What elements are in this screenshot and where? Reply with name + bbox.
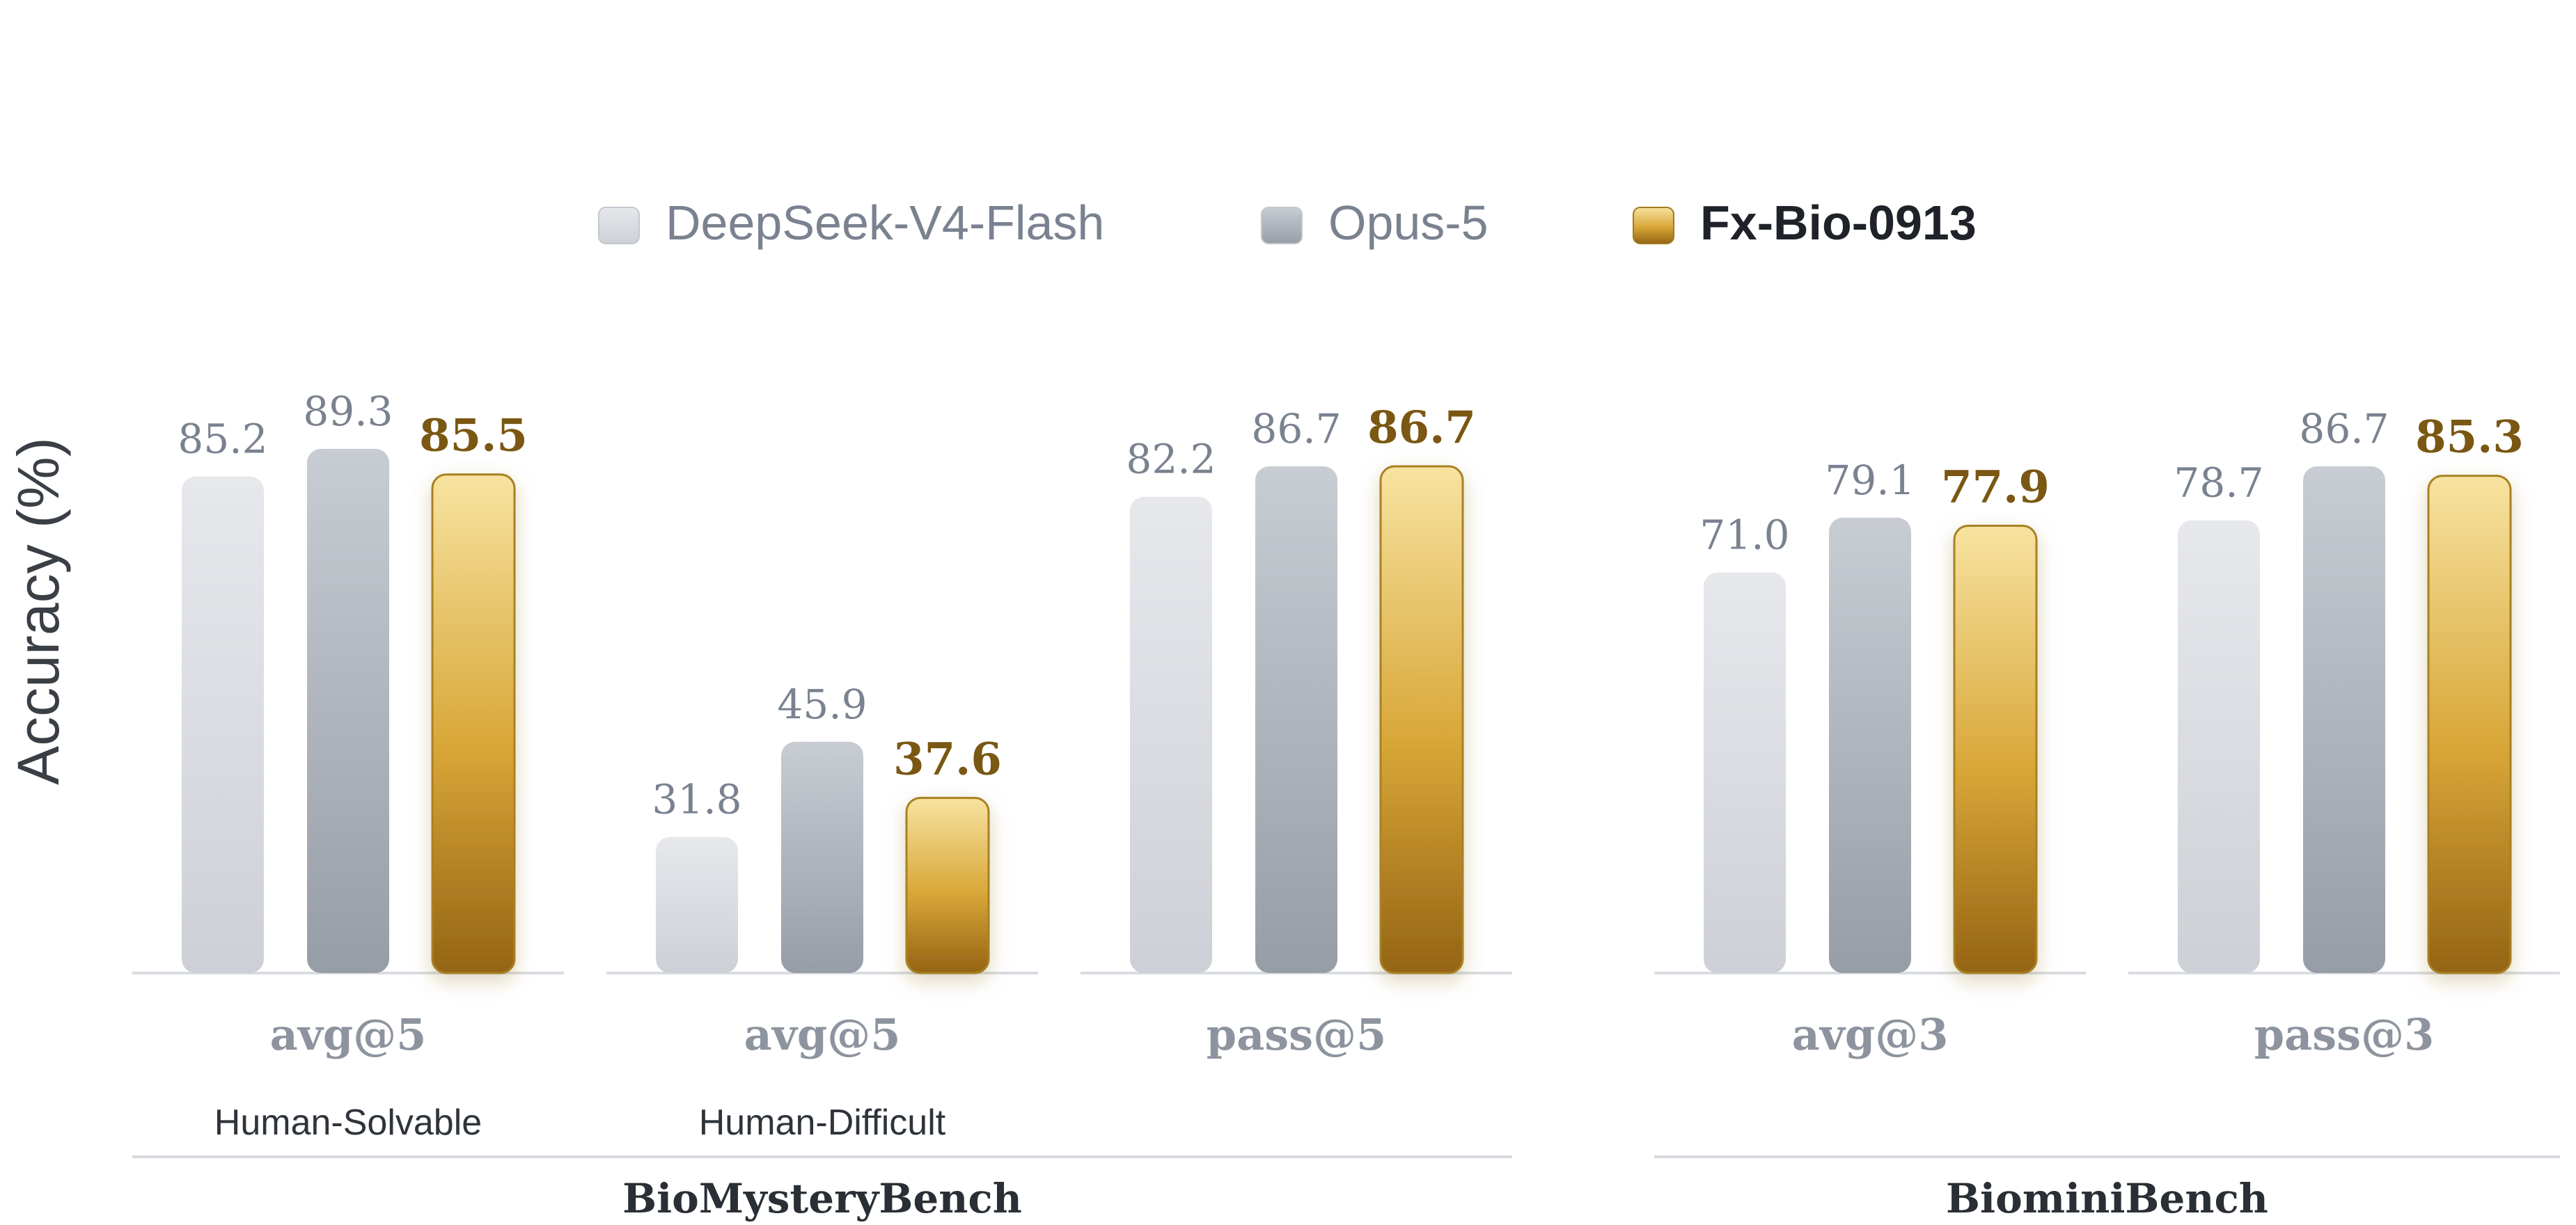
legend-item-opus-5: Opus-5 (1261, 196, 1489, 250)
value-label-deepseek-v4-flash-2: 82.2 (1126, 436, 1216, 483)
bar-fx-bio-0913-4 (2427, 475, 2512, 974)
value-label-fx-bio-0913-1: 37.6 (893, 733, 1002, 785)
legend-swatch (598, 207, 640, 244)
bar-deepseek-v4-flash-2 (1130, 496, 1212, 973)
category-label-1: avg@5 (744, 1009, 901, 1060)
bar-opus-5-3 (1829, 517, 1911, 973)
value-label-fx-bio-0913-4: 85.3 (2415, 411, 2524, 464)
bar-deepseek-v4-flash-1 (656, 837, 738, 973)
value-label-deepseek-v4-flash-4: 78.7 (2174, 459, 2263, 507)
benchmark-label-biomysterybench: BioMysteryBench (622, 1175, 1022, 1222)
bar-deepseek-v4-flash-0 (182, 476, 264, 973)
bar-group-4: 78.7 86.7 85.3 (2174, 405, 2524, 974)
value-label-opus-5-4: 86.7 (2299, 405, 2389, 452)
legend-label: Opus-5 (1328, 196, 1489, 250)
value-label-opus-5-3: 79.1 (1825, 457, 1915, 504)
benchmark-label-biominibench: BiominiBench (1946, 1175, 2268, 1222)
bar-fx-bio-0913-2 (1379, 465, 1464, 974)
value-label-deepseek-v4-flash-3: 71.0 (1699, 511, 1789, 558)
bar-fx-bio-0913-0 (431, 473, 516, 974)
category-label-0: avg@5 (270, 1009, 427, 1060)
category-label-4: pass@3 (2254, 1009, 2434, 1060)
value-label-fx-bio-0913-3: 77.9 (1941, 461, 2050, 513)
legend-label: DeepSeek-V4-Flash (666, 196, 1104, 250)
value-label-opus-5-0: 89.3 (303, 388, 393, 435)
bar-deepseek-v4-flash-3 (1704, 572, 1786, 973)
bar-deepseek-v4-flash-4 (2178, 520, 2260, 973)
category-label-3: avg@3 (1792, 1009, 1949, 1060)
bar-opus-5-1 (781, 741, 863, 973)
bar-group-3: 71.0 79.1 77.9 (1699, 457, 2050, 974)
value-label-deepseek-v4-flash-0: 85.2 (178, 416, 267, 463)
bar-group-1: 31.8 45.9 37.6 (652, 681, 1002, 974)
bar-group-0: 85.2 89.3 85.5 (178, 388, 528, 974)
y-axis-label: Accuracy (%) (6, 437, 71, 784)
legend-label: Fx-Bio-0913 (1700, 196, 1977, 250)
bar-opus-5-4 (2303, 466, 2385, 973)
bar-opus-5-2 (1255, 466, 1337, 973)
legend-swatch (1261, 207, 1303, 244)
category-label-2: pass@5 (1207, 1009, 1386, 1060)
subcategory-label-1: Human-Difficult (699, 1102, 946, 1143)
bar-opus-5-0 (307, 448, 389, 973)
bar-group-2: 82.2 86.7 86.7 (1126, 402, 1476, 974)
plot-area: 85.289.3 85.5avg@5Human-Solvable31.845.93… (132, 388, 2560, 1222)
subcategory-label-0: Human-Solvable (214, 1102, 482, 1143)
value-label-fx-bio-0913-0: 85.5 (419, 410, 528, 462)
bar-fx-bio-0913-1 (905, 796, 990, 974)
value-label-opus-5-1: 45.9 (777, 681, 867, 728)
value-label-deepseek-v4-flash-1: 31.8 (652, 776, 741, 823)
legend-swatch (1633, 207, 1674, 244)
value-label-opus-5-2: 86.7 (1251, 405, 1341, 452)
bar-fx-bio-0913-3 (1953, 524, 2038, 974)
legend-item-deepseek-v4-flash: DeepSeek-V4-Flash (598, 196, 1104, 250)
legend-item-fx-bio-0913: Fx-Bio-0913 (1633, 196, 1977, 250)
value-label-fx-bio-0913-2: 86.7 (1367, 402, 1476, 454)
legend: DeepSeek-V4-Flash Opus-5 Fx-Bio-0913 (598, 196, 1977, 250)
